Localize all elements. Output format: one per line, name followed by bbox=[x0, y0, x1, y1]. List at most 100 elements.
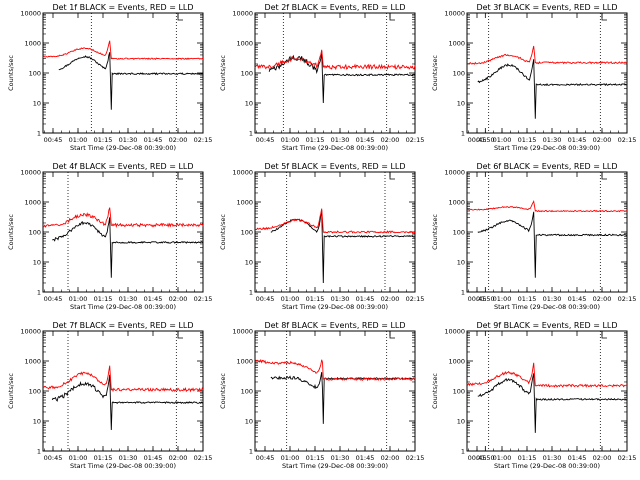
x-tick-label: 00:45 bbox=[256, 136, 275, 144]
flag-marker bbox=[389, 13, 395, 21]
y-axis-label: Counts/sec bbox=[431, 373, 439, 409]
x-tick-label: 00:45 bbox=[44, 136, 63, 144]
y-tick-label: 10000 bbox=[20, 10, 41, 18]
x-tick-label: 01:00 bbox=[281, 295, 300, 303]
x-tick-label: 01:30 bbox=[119, 295, 138, 303]
detector-panel-6: Det 6f BLACK = Events, RED = LLD 1 10 100 10… bbox=[431, 162, 636, 311]
x-tick-label: 01:30 bbox=[543, 295, 562, 303]
detector-panel-7: Det 7f BLACK = Events, RED = LLD 1 10 100 10… bbox=[7, 321, 212, 470]
y-tick-label: 10000 bbox=[232, 10, 253, 18]
flag-marker bbox=[389, 172, 395, 180]
plot-frame bbox=[254, 12, 416, 134]
y-tick-label: 1 bbox=[249, 448, 253, 456]
y-tick-label: 1000 bbox=[448, 358, 465, 366]
flag-marker bbox=[601, 13, 607, 21]
lld-series-line bbox=[254, 208, 416, 234]
lld-series-line bbox=[466, 200, 628, 213]
plot-frame bbox=[466, 12, 628, 134]
x-tick-label: 02:00 bbox=[381, 454, 400, 462]
y-tick-label: 10 bbox=[245, 259, 253, 267]
x-tick-label: 01:15 bbox=[306, 136, 325, 144]
y-tick-label: 1 bbox=[249, 130, 253, 138]
lld-series-line bbox=[42, 365, 204, 393]
y-tick-label: 100 bbox=[453, 70, 465, 78]
lld-series-line bbox=[42, 40, 204, 61]
x-axis-label: Start Time (29-Dec-08 00:39:00) bbox=[70, 303, 176, 311]
y-tick-label: 10 bbox=[245, 100, 253, 108]
x-tick-label: 01:30 bbox=[543, 136, 562, 144]
events-series-line bbox=[477, 211, 628, 278]
detector-panel-4: Det 4f BLACK = Events, RED = LLD 1 10 100 10… bbox=[7, 162, 212, 311]
x-tick-label: 00:45 bbox=[468, 136, 487, 144]
y-axis-label: Counts/sec bbox=[431, 55, 439, 91]
x-tick-label: 01:30 bbox=[331, 295, 350, 303]
y-axis-label: Counts/sec bbox=[219, 214, 227, 250]
x-tick-label: 01:30 bbox=[119, 454, 138, 462]
x-tick-label: 01:45 bbox=[356, 454, 375, 462]
x-tick-label: 01:45 bbox=[144, 454, 163, 462]
y-tick-label: 1000 bbox=[236, 358, 253, 366]
x-tick-label: 01:45 bbox=[356, 136, 375, 144]
y-tick-label: 1000 bbox=[24, 358, 41, 366]
flag-marker bbox=[601, 172, 607, 180]
x-tick-label: 01:15 bbox=[94, 454, 113, 462]
panel-title: Det 9f BLACK = Events, RED = LLD bbox=[476, 321, 617, 330]
x-tick-label: 02:15 bbox=[194, 295, 213, 303]
y-tick-label: 1 bbox=[37, 448, 41, 456]
plot-frame bbox=[254, 330, 416, 452]
x-tick-label: 02:00 bbox=[381, 295, 400, 303]
x-tick-label: 01:45 bbox=[144, 136, 163, 144]
x-tick-label: 00:45 bbox=[256, 454, 275, 462]
x-tick-label: 01:15 bbox=[306, 454, 325, 462]
x-tick-label: 02:15 bbox=[194, 136, 213, 144]
y-tick-label: 10000 bbox=[444, 10, 465, 18]
plot-frame bbox=[466, 171, 628, 293]
x-tick-label: 01:00 bbox=[493, 136, 512, 144]
y-axis-label: Counts/sec bbox=[219, 55, 227, 91]
events-series-line bbox=[51, 374, 204, 431]
y-tick-label: 10000 bbox=[444, 169, 465, 177]
detector-panel-2: Det 2f BLACK = Events, RED = LLD 1 10 100 10… bbox=[219, 3, 424, 152]
x-tick-label: 01:15 bbox=[518, 454, 537, 462]
detector-panel-8: Det 8f BLACK = Events, RED = LLD 1 10 100 10… bbox=[219, 321, 424, 470]
y-tick-label: 10000 bbox=[232, 169, 253, 177]
y-tick-label: 100 bbox=[29, 388, 41, 396]
flag-marker bbox=[389, 331, 395, 339]
x-axis-label: Start Time (29-Dec-08 00:39:00) bbox=[494, 303, 600, 311]
events-series-line bbox=[477, 59, 628, 119]
y-tick-label: 1 bbox=[37, 289, 41, 297]
x-tick-label: 02:00 bbox=[381, 136, 400, 144]
y-tick-label: 100 bbox=[453, 229, 465, 237]
y-tick-label: 100 bbox=[241, 70, 253, 78]
x-axis-label: Start Time (29-Dec-08 00:39:00) bbox=[282, 303, 388, 311]
x-axis-label: Start Time (29-Dec-08 00:39:00) bbox=[494, 462, 600, 470]
x-tick-label: 01:45 bbox=[568, 295, 587, 303]
y-tick-label: 100 bbox=[29, 229, 41, 237]
y-tick-label: 1 bbox=[461, 448, 465, 456]
x-tick-label: 01:15 bbox=[94, 136, 113, 144]
x-tick-label: 00:50 bbox=[476, 454, 495, 462]
y-tick-label: 10 bbox=[457, 100, 465, 108]
y-tick-label: 1 bbox=[461, 289, 465, 297]
y-tick-label: 10 bbox=[457, 259, 465, 267]
flag-marker bbox=[177, 331, 183, 339]
y-tick-label: 10 bbox=[245, 418, 253, 426]
x-tick-label: 01:45 bbox=[568, 454, 587, 462]
x-tick-label: 01:00 bbox=[69, 454, 88, 462]
y-axis-label: Counts/sec bbox=[7, 55, 15, 91]
panel-title: Det 3f BLACK = Events, RED = LLD bbox=[476, 3, 617, 12]
flag-marker bbox=[177, 13, 183, 21]
x-tick-label: 01:15 bbox=[518, 136, 537, 144]
panel-title: Det 7f BLACK = Events, RED = LLD bbox=[52, 321, 193, 330]
y-tick-label: 1 bbox=[249, 289, 253, 297]
x-tick-label: 01:00 bbox=[281, 454, 300, 462]
plot-frame bbox=[42, 330, 204, 452]
x-tick-label: 00:45 bbox=[44, 454, 63, 462]
y-axis-label: Counts/sec bbox=[431, 214, 439, 250]
y-tick-label: 10 bbox=[33, 418, 41, 426]
x-tick-label: 01:00 bbox=[493, 454, 512, 462]
y-axis-label: Counts/sec bbox=[7, 214, 15, 250]
x-axis-label: Start Time (29-Dec-08 00:39:00) bbox=[70, 144, 176, 152]
y-tick-label: 10 bbox=[457, 418, 465, 426]
